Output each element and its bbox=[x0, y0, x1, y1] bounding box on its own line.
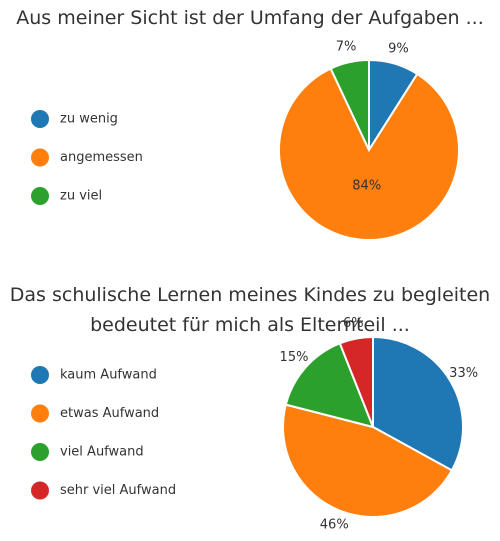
slice-label: 33% bbox=[449, 366, 478, 381]
slice-label: 6% bbox=[343, 316, 364, 331]
legend-marker bbox=[31, 443, 49, 461]
pie-slice bbox=[284, 342, 375, 429]
chart-title: Aus meiner Sicht ist der Umfang der Aufg… bbox=[16, 7, 484, 29]
slice-label: 9% bbox=[388, 41, 409, 56]
legend-label: angemessen bbox=[60, 150, 143, 165]
legend-label: zu wenig bbox=[60, 112, 118, 127]
pie-slice bbox=[329, 58, 370, 151]
legend-label: kaum Aufwand bbox=[60, 368, 157, 383]
legend-label: viel Aufwand bbox=[60, 445, 144, 460]
legend-marker bbox=[31, 187, 49, 205]
legend-marker bbox=[31, 404, 49, 423]
legend-marker bbox=[31, 481, 49, 500]
chart-title: Das schulische Lernen meines Kindes zu b… bbox=[9, 284, 491, 336]
pie-slice bbox=[338, 335, 374, 428]
pie-slice bbox=[278, 67, 460, 241]
legend-marker bbox=[31, 110, 49, 128]
legend-marker bbox=[31, 366, 49, 384]
slice-label: 84% bbox=[352, 178, 381, 193]
legend-marker bbox=[31, 148, 49, 167]
pie-slice bbox=[282, 403, 454, 518]
slice-label: 15% bbox=[280, 350, 309, 365]
slice-label: 7% bbox=[336, 40, 357, 55]
slice-label: 46% bbox=[320, 517, 349, 532]
legend-label: zu viel bbox=[60, 189, 102, 204]
legend-label: etwas Aufwand bbox=[60, 406, 159, 421]
legend-label: sehr viel Aufwand bbox=[60, 483, 176, 498]
pie-slice bbox=[372, 335, 464, 472]
